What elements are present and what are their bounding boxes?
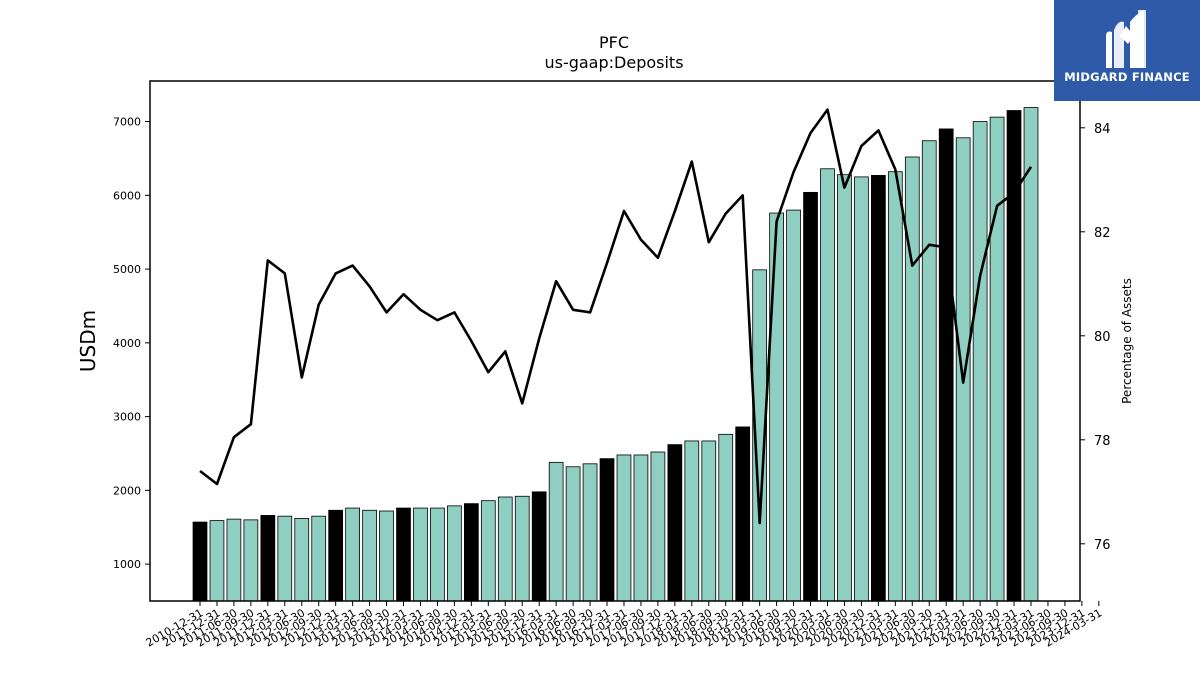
bar bbox=[226, 518, 242, 602]
bar bbox=[294, 517, 310, 602]
y2-axis-label: Percentage of Assets bbox=[1120, 278, 1134, 404]
bar bbox=[413, 507, 428, 602]
bar bbox=[854, 176, 869, 602]
bar bbox=[447, 505, 462, 602]
bar bbox=[362, 509, 377, 602]
y-tick-label: 6000 bbox=[113, 189, 141, 202]
logo-text: MIDGARD FINANCE bbox=[1064, 70, 1190, 84]
chart-subtitle: us-gaap:Deposits bbox=[544, 53, 683, 72]
bar bbox=[599, 458, 615, 602]
y-tick-label: 7000 bbox=[113, 116, 141, 129]
chart-title: PFC bbox=[599, 33, 629, 52]
y-axis-label: USDm bbox=[76, 310, 100, 372]
bar bbox=[311, 515, 327, 602]
bar bbox=[667, 444, 683, 602]
bar bbox=[531, 491, 547, 602]
bar bbox=[192, 521, 208, 602]
bar bbox=[786, 209, 801, 602]
bar bbox=[904, 156, 920, 602]
bar bbox=[463, 503, 479, 602]
bar bbox=[718, 433, 734, 602]
midgard-finance-logo: MIDGARD FINANCE bbox=[1054, 0, 1200, 101]
bar bbox=[820, 168, 835, 602]
bar bbox=[803, 191, 818, 602]
bar bbox=[650, 451, 666, 602]
bar bbox=[989, 116, 1005, 602]
bar bbox=[616, 454, 632, 602]
percentage-line bbox=[199, 108, 1033, 525]
bar bbox=[565, 466, 581, 602]
bar bbox=[396, 507, 411, 602]
y-tick-label: 2000 bbox=[113, 484, 141, 497]
bar bbox=[480, 500, 496, 602]
bar bbox=[497, 496, 513, 602]
bar bbox=[514, 495, 530, 602]
bar bbox=[345, 507, 360, 602]
bar bbox=[837, 174, 852, 602]
bar bbox=[633, 454, 649, 602]
bar bbox=[887, 171, 903, 602]
bar bbox=[701, 440, 717, 602]
bar bbox=[243, 519, 259, 602]
bar bbox=[260, 515, 276, 602]
y2-tick-label: 80 bbox=[1094, 330, 1111, 345]
bar bbox=[938, 128, 954, 602]
bar bbox=[209, 520, 225, 602]
midgard-m-icon bbox=[1106, 10, 1146, 68]
y2-tick-label: 84 bbox=[1094, 122, 1111, 137]
bar bbox=[972, 121, 988, 602]
bar bbox=[1023, 107, 1039, 602]
bar bbox=[277, 515, 293, 602]
bar bbox=[582, 463, 598, 602]
bar bbox=[548, 461, 564, 602]
y-tick-label: 1000 bbox=[113, 558, 141, 571]
y-tick-label: 3000 bbox=[113, 411, 141, 424]
bar bbox=[921, 140, 937, 602]
bar bbox=[684, 440, 700, 602]
plot-frame bbox=[149, 80, 1081, 602]
bar bbox=[379, 510, 394, 602]
bar bbox=[871, 175, 886, 602]
bar bbox=[735, 426, 751, 602]
y-tick-label: 4000 bbox=[113, 337, 141, 350]
bar bbox=[430, 507, 445, 602]
bar bbox=[955, 137, 971, 602]
y2-tick-label: 78 bbox=[1094, 434, 1111, 449]
bar bbox=[328, 509, 344, 602]
y2-tick-label: 82 bbox=[1094, 226, 1111, 241]
bar bbox=[769, 212, 784, 602]
y-tick-label: 5000 bbox=[113, 263, 141, 276]
y2-tick-label: 76 bbox=[1094, 538, 1111, 553]
